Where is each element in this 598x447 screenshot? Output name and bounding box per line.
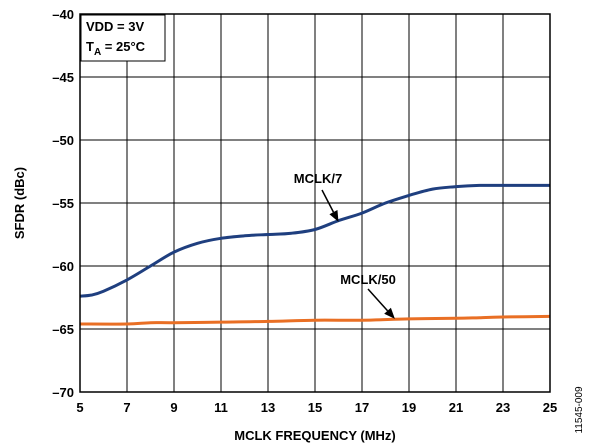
chart-series: [79, 183, 551, 326]
y-axis-title: SFDR (dBc): [12, 167, 27, 239]
x-tick-label: 7: [123, 400, 130, 415]
x-tick-label: 13: [261, 400, 275, 415]
annotation-mclk-50-label: MCLK/50: [340, 272, 396, 287]
conditions-box: VDD = 3V TA = 25°C: [80, 14, 166, 62]
y-tick-label: –40: [52, 7, 74, 22]
chart-grid: [80, 14, 550, 392]
annotation-mclk-7-arrow-head: [329, 210, 339, 222]
condition-temperature: TA = 25°C: [86, 39, 146, 58]
y-tick-label: –65: [52, 322, 74, 337]
x-tick-label: 5: [76, 400, 83, 415]
condition-temperature-suffix: = 25°C: [101, 39, 145, 54]
x-tick-label: 9: [170, 400, 177, 415]
y-tick-label: –45: [52, 70, 74, 85]
y-tick-label: –55: [52, 196, 74, 211]
x-tick-label: 17: [355, 400, 369, 415]
x-tick-label: 19: [402, 400, 416, 415]
annotation-mclk-50-arrow-head: [384, 307, 395, 319]
conditions-box-background: [80, 14, 166, 62]
x-tick-label: 11: [214, 400, 228, 415]
chart-annotations: MCLK/7 MCLK/50: [294, 171, 396, 319]
plot-frame: [79, 13, 551, 393]
annotation-mclk-7-arrow-shaft: [321, 189, 335, 213]
x-tick-label: 15: [308, 400, 322, 415]
condition-temperature-subscript: A: [94, 47, 101, 58]
figure-id: 11545-009: [574, 386, 585, 434]
y-tick-label: –50: [52, 133, 74, 148]
annotation-mclk-7-label: MCLK/7: [294, 171, 342, 186]
annotation-mclk-50-arrow: [367, 288, 395, 319]
series-line-mclk-7: [79, 183, 550, 298]
x-tick-label: 21: [449, 400, 463, 415]
series-line-mclk-50: [79, 314, 551, 326]
annotation-mclk-50-arrow-shaft: [367, 288, 389, 312]
y-tick-label: –60: [52, 259, 74, 274]
x-tick-label: 25: [543, 400, 557, 415]
annotation-mclk-7-arrow: [321, 189, 339, 222]
y-tick-label: –70: [52, 385, 74, 400]
y-tick-labels: –70 –65 –60 –55 –50 –45 –40: [52, 7, 74, 400]
x-axis-title: MCLK FREQUENCY (MHz): [234, 428, 396, 443]
condition-vdd: VDD = 3V: [86, 19, 144, 34]
condition-temperature-prefix: T: [86, 39, 94, 54]
x-tick-label: 23: [496, 400, 510, 415]
x-tick-labels: 5 7 9 11 13 15 17 19 21 23 25: [76, 400, 557, 415]
